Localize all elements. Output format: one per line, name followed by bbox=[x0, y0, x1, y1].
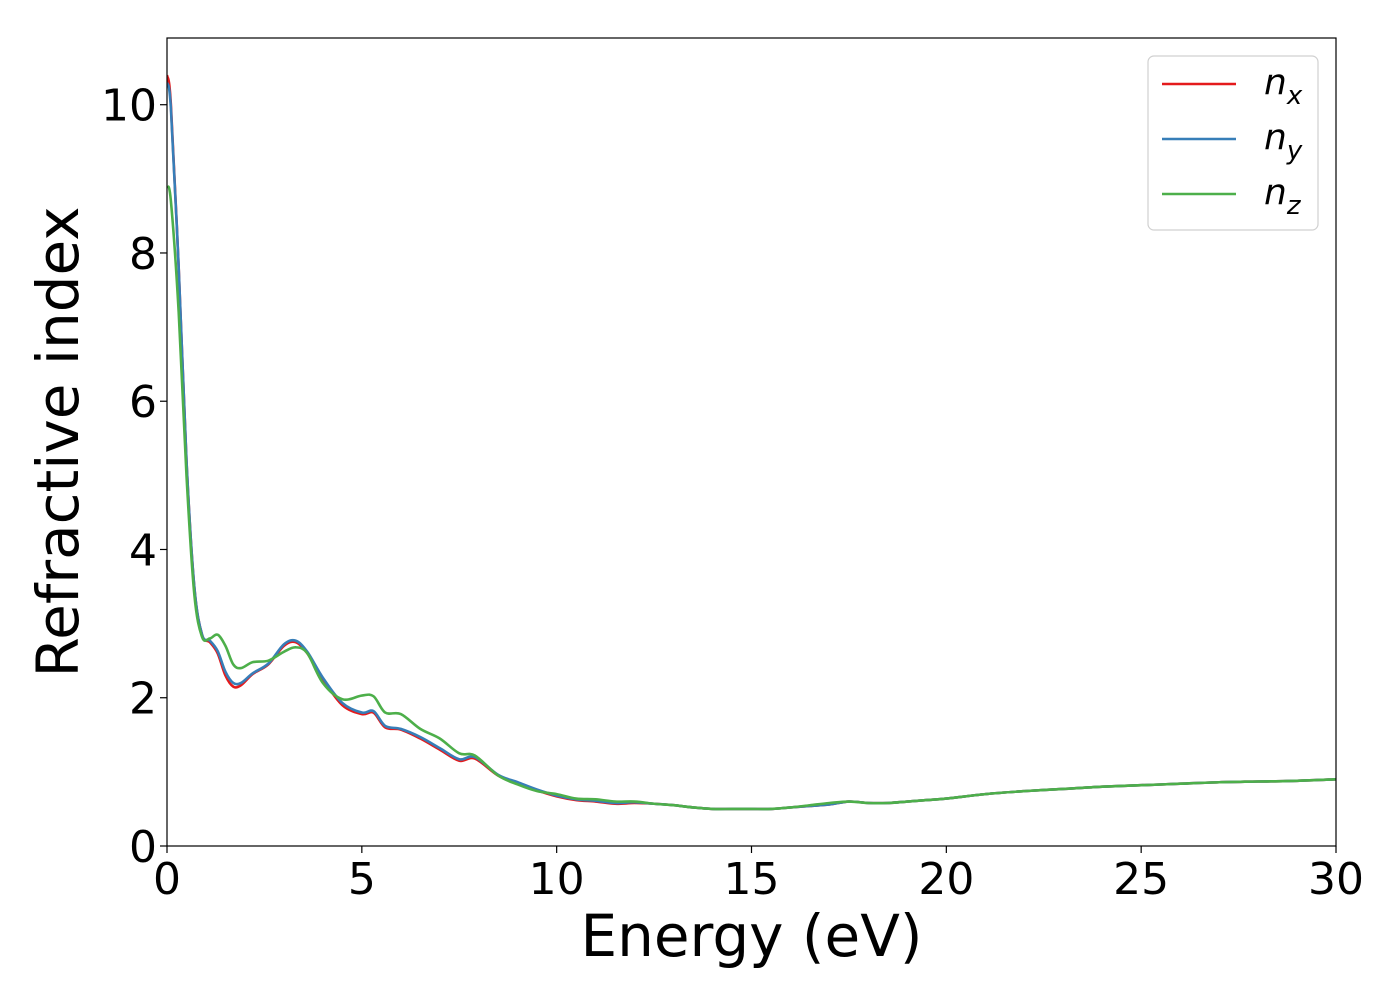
y-tick-label: 6 bbox=[129, 377, 157, 428]
legend-label-subscript: y bbox=[1286, 136, 1303, 166]
y-axis-label: Refractive index bbox=[24, 206, 92, 677]
y-tick-label: 10 bbox=[101, 81, 157, 132]
legend-label-base: n bbox=[1264, 172, 1287, 213]
ticks-layer: 0 5 10 15 20 25 30 0 2 4 6 8 10 bbox=[101, 81, 1364, 905]
y-tick-label: 2 bbox=[129, 674, 157, 725]
series-layer bbox=[167, 74, 1336, 811]
legend-label-subscript: x bbox=[1286, 81, 1303, 111]
y-tick-label: 4 bbox=[129, 525, 157, 576]
x-tick-label: 10 bbox=[529, 854, 585, 905]
legend-label-base: n bbox=[1264, 62, 1287, 103]
legend-entry-nz: nz bbox=[1162, 172, 1302, 221]
legend-label: nx bbox=[1264, 62, 1303, 111]
x-tick-label: 30 bbox=[1308, 854, 1364, 905]
legend-label-base: n bbox=[1264, 117, 1287, 158]
legend-label-subscript: z bbox=[1286, 191, 1302, 221]
x-tick-label: 25 bbox=[1113, 854, 1169, 905]
x-tick-label: 15 bbox=[724, 854, 780, 905]
legend-label: nz bbox=[1264, 172, 1302, 221]
x-tick-label: 5 bbox=[348, 854, 376, 905]
x-tick-label: 20 bbox=[918, 854, 974, 905]
y-tick-label: 8 bbox=[129, 229, 157, 280]
x-axis-label: Energy (eV) bbox=[580, 902, 922, 970]
legend-entry-nx: nx bbox=[1162, 62, 1303, 111]
x-tick-label: 0 bbox=[153, 854, 181, 905]
series-line-nz bbox=[167, 185, 1336, 811]
y-tick-label: 0 bbox=[129, 822, 157, 873]
legend-box bbox=[1147, 55, 1319, 231]
legend-label: ny bbox=[1264, 117, 1303, 166]
legend-entry-ny: ny bbox=[1162, 117, 1303, 166]
